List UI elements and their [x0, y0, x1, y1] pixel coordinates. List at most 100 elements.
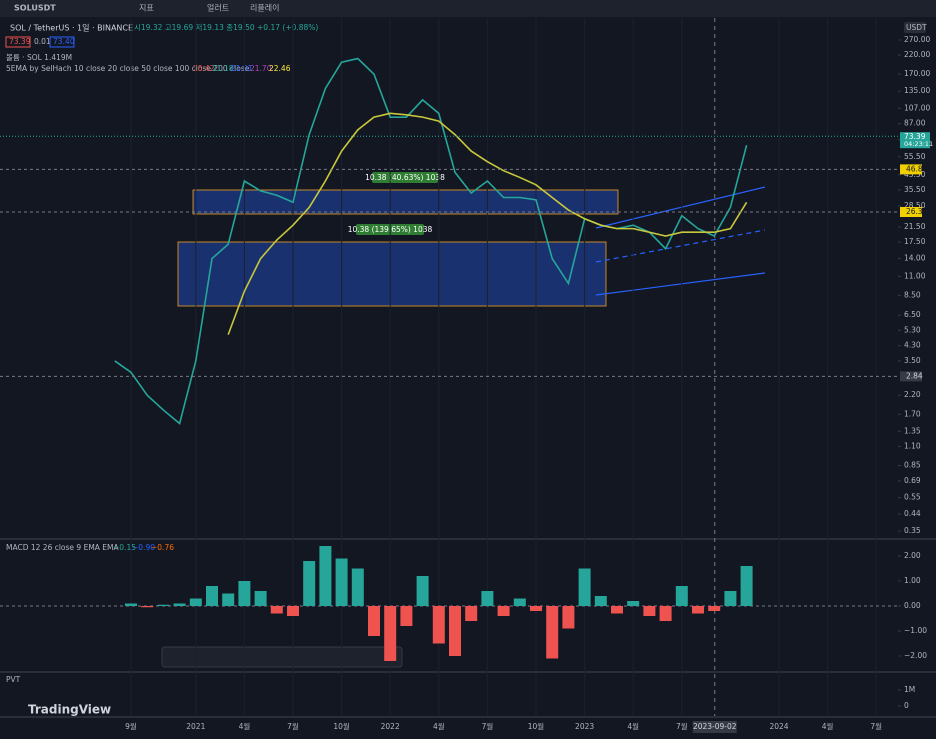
y-tick-label: 87.00 — [904, 119, 926, 128]
currency-button[interactable] — [904, 22, 926, 33]
last-price: 73.39 — [904, 132, 926, 141]
macd-value: −0.15 — [113, 543, 136, 552]
trend-line[interactable] — [595, 229, 766, 263]
x-tick-label: 9월 — [125, 721, 137, 731]
symbol-search[interactable]: SOLUSDT — [14, 4, 56, 13]
y-tick-label: 1.35 — [904, 426, 921, 435]
y-tick-label: 107.00 — [904, 103, 930, 112]
x-tick-label: 2022 — [381, 722, 400, 731]
macd-bar — [222, 593, 235, 606]
indicators-button[interactable]: 지표 — [139, 4, 154, 13]
macd-title: MACD 12 26 close 9 EMA EMA — [6, 543, 120, 552]
y-tick-label: 14.00 — [904, 254, 926, 263]
macd-bar — [270, 606, 283, 614]
ema-value: 21.91 — [231, 64, 253, 73]
macd-bar — [125, 603, 137, 606]
y-tick-label: 1M — [904, 685, 915, 694]
y-tick-label: 0 — [904, 701, 909, 710]
macd-bar — [384, 606, 397, 661]
countdown: 04:23:11 — [904, 140, 933, 148]
macd-bar — [157, 604, 170, 606]
y-tick-label: 55.50 — [904, 152, 926, 161]
price-line — [227, 112, 748, 335]
macd-bar — [416, 576, 429, 606]
macd-bar — [254, 591, 267, 606]
macd-bar — [513, 598, 526, 606]
ask[interactable]: 73.40 — [53, 37, 75, 46]
macd-bar — [368, 606, 380, 636]
y-tick-label: 5.30 — [904, 325, 921, 334]
ema-value: 22.46 — [269, 64, 291, 73]
macd-bar — [449, 606, 461, 656]
ema-legend: 5EMA by SelHach 10 close 20 close 50 clo… — [6, 64, 250, 73]
macd-bar — [206, 586, 218, 606]
macd-bar — [724, 591, 737, 606]
macd-bar — [400, 606, 413, 626]
ema-value: 21.18 — [212, 64, 234, 73]
macd-value: −0.90 — [132, 543, 155, 552]
drawing-toolbar[interactable] — [161, 646, 403, 668]
macd-bar — [173, 603, 186, 606]
y-tick-label: 135.00 — [904, 86, 930, 95]
y-tick-label: 0.44 — [904, 509, 921, 518]
x-tick-label: 7월 — [676, 721, 688, 731]
y-tick-label: −1.00 — [904, 626, 927, 635]
y-tick-label: 0.55 — [904, 493, 921, 502]
x-tick-label: 2021 — [186, 722, 205, 731]
x-tick-label: 4월 — [822, 721, 834, 731]
y-tick-label: 170.00 — [904, 69, 930, 78]
trend-line[interactable] — [595, 186, 766, 229]
x-tick-label: 2024 — [769, 722, 788, 731]
macd-bar — [238, 581, 251, 606]
trend-line[interactable] — [595, 272, 766, 296]
y-tick-label: 28.50 — [904, 201, 926, 210]
price-tag — [900, 371, 922, 382]
ema-value: 20.42 — [193, 64, 215, 73]
macd-bar — [675, 586, 688, 606]
annotation-bg — [372, 172, 438, 183]
macd-value: −0.76 — [151, 543, 174, 552]
x-tick-label: 7월 — [482, 721, 494, 731]
y-tick-label: 0.85 — [904, 460, 921, 469]
brand: TradingView — [28, 703, 111, 717]
macd-bar — [611, 606, 623, 614]
x-tick-label: 2023 — [575, 722, 594, 731]
alerts-button[interactable]: 얼러트 — [207, 3, 229, 13]
price-tag — [900, 206, 922, 217]
y-tick-label: 0.35 — [904, 526, 921, 535]
y-tick-label: 35.50 — [904, 185, 926, 194]
y-tick-label: 3.50 — [904, 356, 921, 365]
bid-box[interactable] — [5, 36, 31, 48]
y-tick-label: 1.00 — [904, 576, 921, 585]
macd-bar — [578, 568, 591, 606]
y-tick-label: 270.00 — [904, 35, 930, 44]
price-tag-label: 2.84 — [906, 371, 923, 380]
price-tag — [900, 164, 922, 175]
macd-bar — [287, 606, 299, 616]
y-tick-label: 6.50 — [904, 310, 921, 319]
ask-box[interactable] — [49, 36, 75, 48]
macd-bar — [481, 591, 494, 606]
macd-bar — [546, 606, 559, 659]
y-tick-label: 17.50 — [904, 237, 926, 246]
macd-bar — [643, 606, 656, 616]
y-tick-label: 1.70 — [904, 409, 921, 418]
measure-box[interactable] — [192, 189, 619, 215]
macd-bar — [465, 606, 478, 621]
bid[interactable]: 73.39 — [9, 37, 31, 46]
macd-bar — [189, 598, 202, 606]
currency[interactable]: USDT — [906, 23, 927, 32]
y-tick-label: 2.00 — [904, 551, 921, 560]
y-tick-label: 1.10 — [904, 441, 921, 450]
y-tick-label: 0.00 — [904, 601, 921, 610]
x-tick-label: 10월 — [333, 721, 350, 731]
ema-value: 21.70 — [250, 64, 272, 73]
macd-bar — [627, 601, 640, 606]
y-tick-label: 220.00 — [904, 50, 930, 59]
crosshair-date: 2023-09-02 — [693, 722, 737, 731]
volume-legend: 볼륨 · SOL 1.419M — [6, 53, 72, 62]
replay-button[interactable]: 리플레이 — [250, 3, 279, 13]
measure-box[interactable] — [177, 241, 607, 307]
macd-bar — [351, 568, 364, 606]
